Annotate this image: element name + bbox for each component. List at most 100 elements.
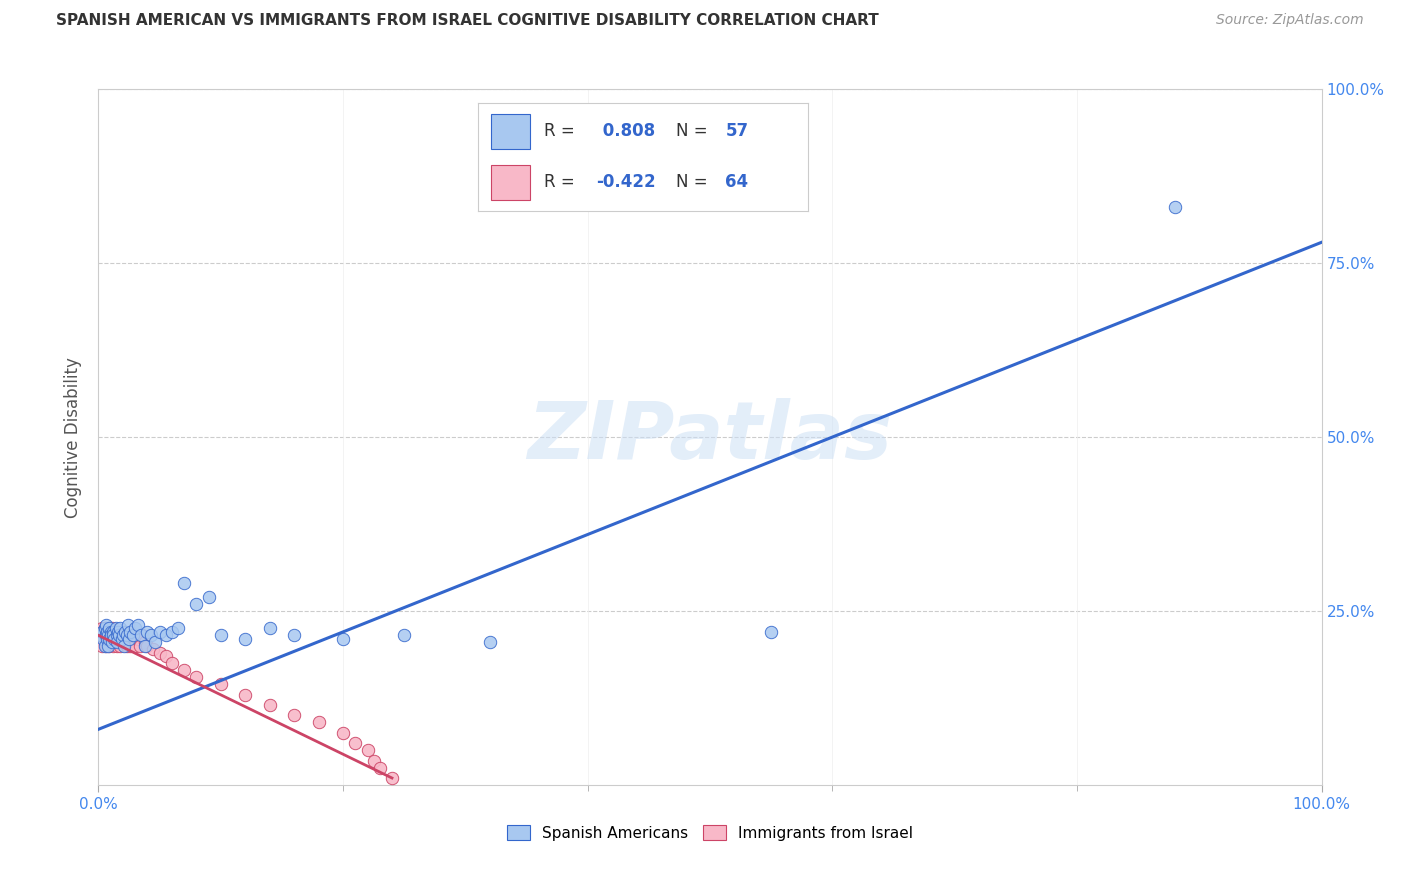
Point — [96, 632, 118, 646]
Point — [186, 670, 208, 684]
Point — [209, 628, 232, 642]
Point — [111, 632, 134, 646]
Point — [91, 632, 114, 646]
Point — [90, 624, 112, 639]
Point — [332, 726, 354, 740]
Point — [110, 639, 132, 653]
Point — [105, 628, 128, 642]
Point — [100, 624, 122, 639]
Point — [100, 628, 122, 642]
Point — [173, 576, 195, 591]
Point — [91, 628, 114, 642]
Point — [112, 639, 135, 653]
Point — [143, 635, 166, 649]
Point — [97, 639, 120, 653]
Point — [94, 628, 117, 642]
Point — [101, 628, 124, 642]
Point — [111, 628, 134, 642]
Point — [363, 754, 385, 768]
Point — [233, 632, 256, 646]
Point — [114, 624, 136, 639]
Point — [100, 628, 122, 642]
Point — [90, 632, 112, 646]
Point — [112, 624, 135, 639]
Point — [120, 628, 142, 642]
Point — [107, 628, 129, 642]
Point — [114, 628, 136, 642]
Point — [118, 632, 141, 646]
Point — [97, 628, 120, 642]
Point — [104, 621, 127, 635]
Point — [89, 628, 111, 642]
Point — [91, 624, 114, 639]
Text: ZIPatlas: ZIPatlas — [527, 398, 893, 476]
Text: N =: N = — [676, 122, 713, 140]
Point — [149, 646, 172, 660]
Point — [155, 628, 177, 642]
Point — [101, 632, 124, 646]
Text: 57: 57 — [725, 122, 748, 140]
Point — [344, 736, 367, 750]
Point — [115, 628, 138, 642]
Point — [98, 621, 121, 635]
Point — [96, 624, 118, 639]
Point — [134, 635, 156, 649]
Point — [97, 632, 120, 646]
Point — [127, 618, 149, 632]
Point — [118, 632, 141, 646]
Point — [101, 628, 124, 642]
Text: 0.808: 0.808 — [596, 122, 655, 140]
Point — [283, 708, 305, 723]
Point — [1164, 201, 1187, 215]
Point — [124, 621, 146, 635]
Point — [120, 624, 142, 639]
Point — [104, 628, 127, 642]
Point — [91, 639, 114, 653]
Y-axis label: Cognitive Disability: Cognitive Disability — [65, 357, 83, 517]
Point — [356, 743, 378, 757]
Point — [98, 632, 121, 646]
Point — [93, 639, 115, 653]
Text: -0.422: -0.422 — [596, 173, 657, 191]
Point — [115, 639, 138, 653]
Point — [108, 632, 131, 646]
Point — [91, 621, 114, 635]
Point — [103, 632, 125, 646]
Point — [101, 624, 124, 639]
Bar — [491, 165, 530, 200]
Point — [98, 621, 121, 635]
Point — [155, 649, 177, 664]
Point — [105, 624, 128, 639]
Point — [259, 698, 281, 712]
Point — [134, 639, 156, 653]
Legend: Spanish Americans, Immigrants from Israel: Spanish Americans, Immigrants from Israe… — [501, 819, 920, 847]
Point — [142, 642, 165, 657]
Point — [103, 632, 125, 646]
Point — [129, 639, 152, 653]
Point — [94, 639, 117, 653]
Point — [381, 771, 404, 785]
Point — [139, 628, 162, 642]
Point — [368, 760, 391, 774]
Point — [103, 624, 125, 639]
Bar — [491, 114, 530, 150]
Point — [101, 639, 124, 653]
Point — [98, 639, 121, 653]
Point — [392, 628, 416, 642]
Point — [259, 621, 281, 635]
Point — [131, 628, 153, 642]
Point — [124, 639, 146, 653]
Point — [308, 715, 330, 730]
Point — [761, 624, 783, 639]
Point — [94, 618, 117, 632]
Point — [108, 628, 131, 642]
Point — [105, 635, 128, 649]
Point — [93, 621, 115, 635]
Point — [197, 590, 219, 604]
Text: N =: N = — [676, 173, 713, 191]
Point — [136, 639, 159, 653]
Point — [186, 597, 208, 611]
Point — [167, 621, 190, 635]
Point — [90, 628, 112, 642]
Point — [127, 632, 149, 646]
